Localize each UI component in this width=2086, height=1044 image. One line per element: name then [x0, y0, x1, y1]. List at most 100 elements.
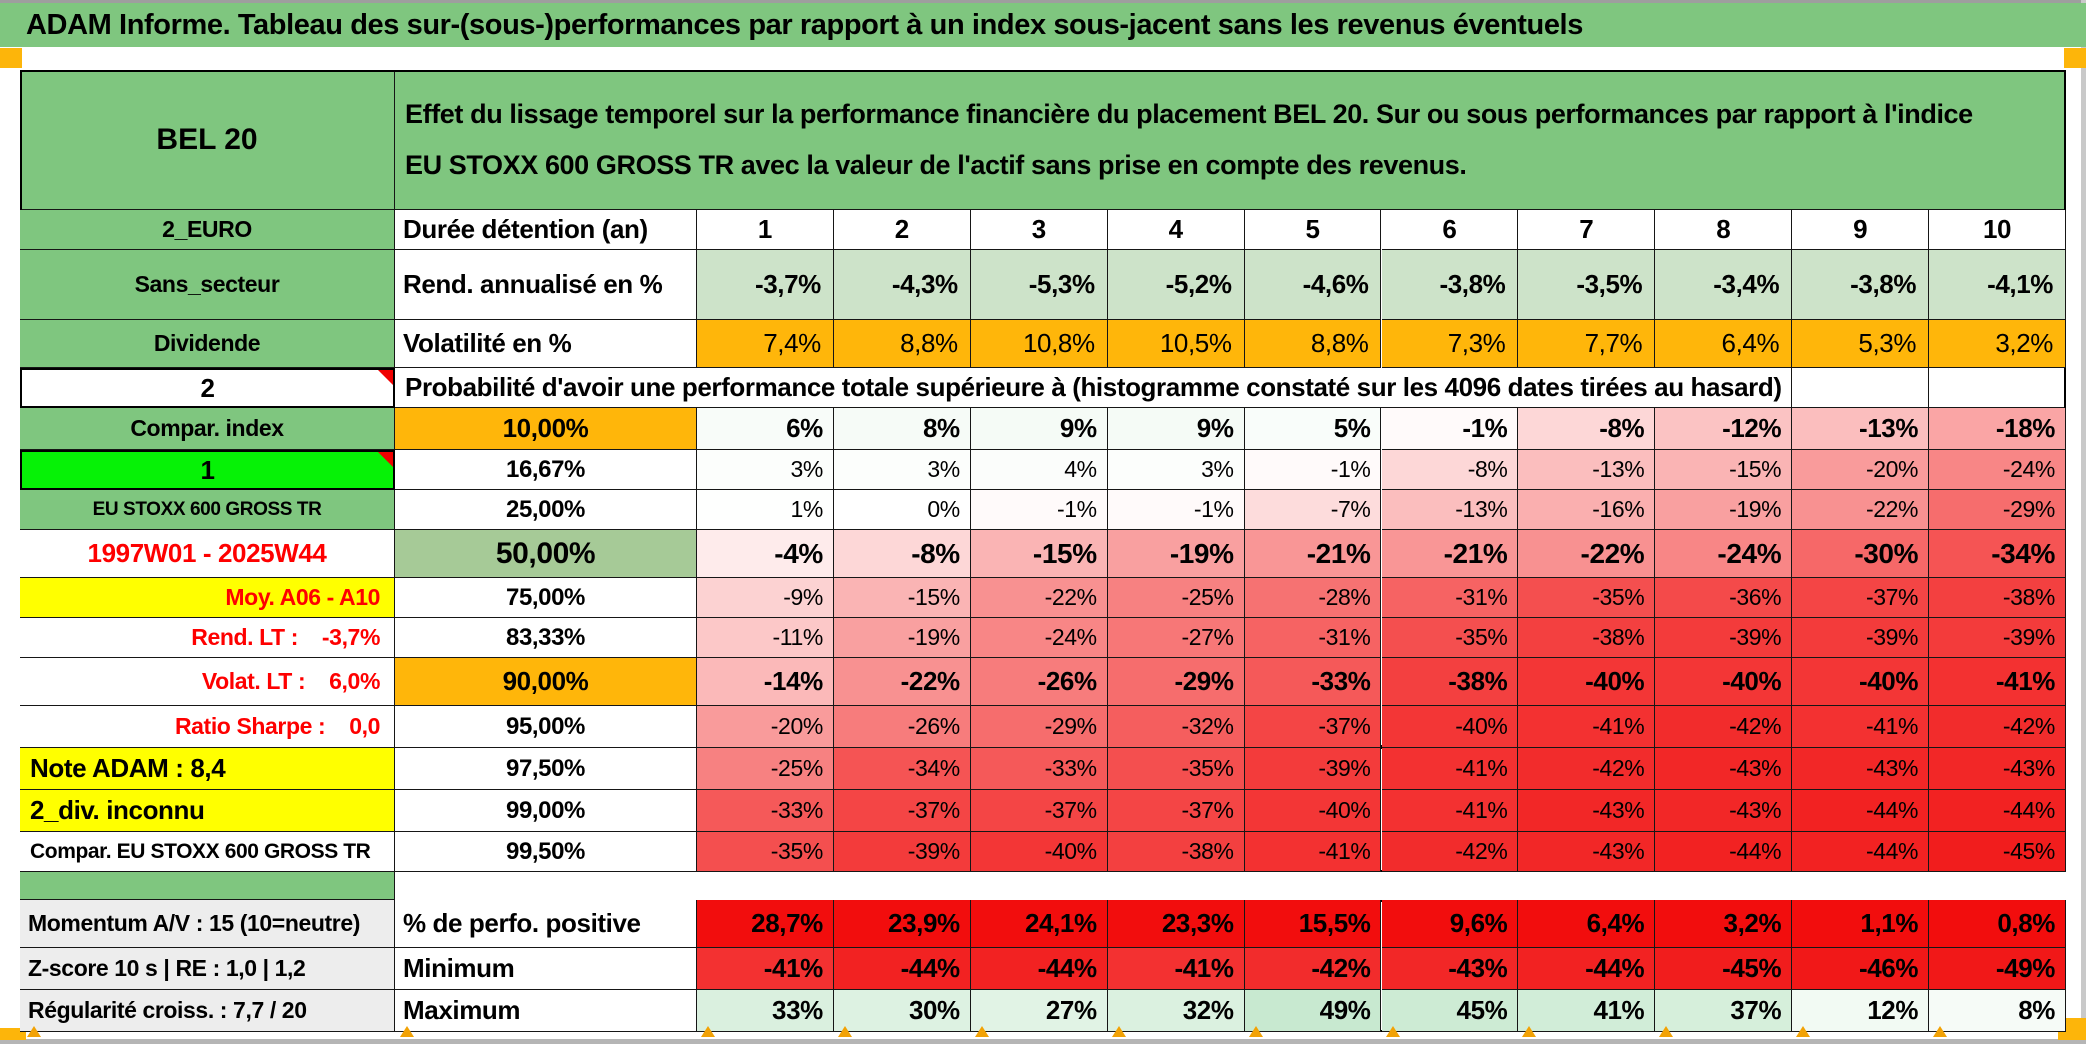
prob-cell-83-33-c1[interactable]: -11%: [697, 618, 834, 658]
stat-label-volatilit-en[interactable]: Volatilité en %: [395, 320, 697, 368]
prob-cell-10-00-c6[interactable]: -1%: [1381, 408, 1519, 450]
prob-cell-10-00-c1[interactable]: 6%: [697, 408, 834, 450]
prob-cell-75-00-c1[interactable]: -9%: [697, 578, 834, 618]
prob-label-97-50[interactable]: 97,50%: [395, 748, 697, 790]
stat-cell-rend-annualis-en-1[interactable]: -3,7%: [697, 250, 834, 320]
prob-cell-99-00-c3[interactable]: -37%: [970, 790, 1108, 832]
asset-name-cell[interactable]: BEL 20: [20, 70, 395, 210]
metric-cell-maximum-c3[interactable]: 27%: [970, 990, 1108, 1032]
metric-label-maximum[interactable]: Maximum: [395, 990, 697, 1032]
prob-cell-75-00-c5[interactable]: -28%: [1244, 578, 1382, 618]
prob-cell-10-00-c8[interactable]: -12%: [1655, 408, 1793, 450]
prob-cell-99-50-c4[interactable]: -38%: [1107, 832, 1245, 872]
prob-cell-25-00-c7[interactable]: -16%: [1518, 490, 1656, 530]
prob-cell-95-00-c1[interactable]: -20%: [697, 706, 834, 748]
metric-cell-de-perfo-positive-c7[interactable]: 6,4%: [1518, 900, 1656, 948]
prob-cell-99-00-c10[interactable]: -44%: [1929, 790, 2066, 832]
prob-cell-99-50-c2[interactable]: -39%: [833, 832, 971, 872]
column-header-2[interactable]: 2: [833, 210, 971, 250]
prob-cell-50-00-c3[interactable]: -15%: [970, 530, 1108, 578]
prob-label-95-00[interactable]: 95,00%: [395, 706, 697, 748]
prob-cell-97-50-c10[interactable]: -43%: [1929, 748, 2066, 790]
prob-cell-99-00-c1[interactable]: -33%: [697, 790, 834, 832]
prob-cell-25-00-c8[interactable]: -19%: [1655, 490, 1793, 530]
prob-cell-83-33-c2[interactable]: -19%: [833, 618, 971, 658]
prob-cell-95-00-c9[interactable]: -41%: [1792, 706, 1930, 748]
stat-cell-rend-annualis-en-7[interactable]: -3,5%: [1518, 250, 1656, 320]
prob-label-25-00[interactable]: 25,00%: [395, 490, 697, 530]
column-header-1[interactable]: 1: [697, 210, 834, 250]
bottom-label-z-score-10-s-re-1-0-1-2[interactable]: Z-score 10 s | RE : 1,0 | 1,2: [20, 948, 395, 990]
prob-cell-95-00-c10[interactable]: -42%: [1929, 706, 2066, 748]
prob-cell-99-50-c5[interactable]: -41%: [1244, 832, 1382, 872]
stat-cell-volatilit-en-3[interactable]: 10,8%: [970, 320, 1108, 368]
prob-cell-83-33-c7[interactable]: -38%: [1518, 618, 1656, 658]
prob-cell-25-00-c10[interactable]: -29%: [1929, 490, 2066, 530]
prob-cell-50-00-c10[interactable]: -34%: [1929, 530, 2066, 578]
prob-label-10-00[interactable]: 10,00%: [395, 408, 697, 450]
prob-cell-97-50-c8[interactable]: -43%: [1655, 748, 1793, 790]
prob-cell-97-50-c1[interactable]: -25%: [697, 748, 834, 790]
stat-cell-volatilit-en-1[interactable]: 7,4%: [697, 320, 834, 368]
prob-cell-25-00-c4[interactable]: -1%: [1107, 490, 1245, 530]
prob-cell-95-00-c5[interactable]: -37%: [1244, 706, 1382, 748]
prob-cell-99-50-c3[interactable]: -40%: [970, 832, 1108, 872]
column-header-7[interactable]: 7: [1518, 210, 1656, 250]
metric-cell-de-perfo-positive-c4[interactable]: 23,3%: [1107, 900, 1245, 948]
sheet-title-cell[interactable]: ADAM Informe. Tableau des sur-(sous-)per…: [0, 3, 2086, 47]
bottom-label-r-gularit-croiss-7-7-20[interactable]: Régularité croiss. : 7,7 / 20: [20, 990, 395, 1032]
prob-cell-90-00-c2[interactable]: -22%: [833, 658, 971, 706]
metric-cell-de-perfo-positive-c5[interactable]: 15,5%: [1244, 900, 1382, 948]
prob-cell-10-00-c2[interactable]: 8%: [833, 408, 971, 450]
prob-label-75-00[interactable]: 75,00%: [395, 578, 697, 618]
prob-cell-95-00-c7[interactable]: -41%: [1518, 706, 1656, 748]
column-header-9[interactable]: 9: [1792, 210, 1930, 250]
prob-cell-97-50-c3[interactable]: -33%: [970, 748, 1108, 790]
metric-cell-de-perfo-positive-c9[interactable]: 1,1%: [1792, 900, 1930, 948]
row-label-moy-a06-a10[interactable]: Moy. A06 - A10: [20, 578, 395, 618]
stat-cell-rend-annualis-en-10[interactable]: -4,1%: [1929, 250, 2066, 320]
prob-cell-25-00-c3[interactable]: -1%: [970, 490, 1108, 530]
prob-cell-50-00-c5[interactable]: -21%: [1244, 530, 1382, 578]
banner-empty-cell-10[interactable]: [1929, 368, 2066, 408]
prob-cell-16-67-c7[interactable]: -13%: [1518, 450, 1656, 490]
row-label-sans-secteur[interactable]: Sans_secteur: [20, 250, 395, 320]
row-label-dividende[interactable]: Dividende: [20, 320, 395, 368]
prob-cell-75-00-c2[interactable]: -15%: [833, 578, 971, 618]
prob-cell-16-67-c4[interactable]: 3%: [1107, 450, 1245, 490]
column-header-5[interactable]: 5: [1244, 210, 1382, 250]
prob-cell-83-33-c3[interactable]: -24%: [970, 618, 1108, 658]
prob-cell-25-00-c1[interactable]: 1%: [697, 490, 834, 530]
prob-cell-50-00-c4[interactable]: -19%: [1107, 530, 1245, 578]
metric-cell-minimum-c6[interactable]: -43%: [1381, 948, 1519, 990]
row-label-volat-lt-6-0[interactable]: Volat. LT : 6,0%: [20, 658, 395, 706]
prob-cell-16-67-c6[interactable]: -8%: [1381, 450, 1519, 490]
prob-cell-99-00-c6[interactable]: -41%: [1381, 790, 1519, 832]
prob-cell-83-33-c5[interactable]: -31%: [1244, 618, 1382, 658]
row-label-eu-stoxx-600-gross-tr[interactable]: EU STOXX 600 GROSS TR: [20, 490, 395, 530]
row-label-2-div-inconnu[interactable]: 2_div. inconnu: [20, 790, 395, 832]
prob-cell-25-00-c9[interactable]: -22%: [1792, 490, 1930, 530]
prob-label-83-33[interactable]: 83,33%: [395, 618, 697, 658]
metric-cell-de-perfo-positive-c3[interactable]: 24,1%: [970, 900, 1108, 948]
stat-cell-volatilit-en-7[interactable]: 7,7%: [1518, 320, 1656, 368]
stat-cell-rend-annualis-en-3[interactable]: -5,3%: [970, 250, 1108, 320]
prob-cell-10-00-c10[interactable]: -18%: [1929, 408, 2066, 450]
metric-cell-minimum-c4[interactable]: -41%: [1107, 948, 1245, 990]
prob-cell-10-00-c4[interactable]: 9%: [1107, 408, 1245, 450]
prob-cell-99-00-c7[interactable]: -43%: [1518, 790, 1656, 832]
stat-cell-volatilit-en-6[interactable]: 7,3%: [1381, 320, 1519, 368]
prob-cell-95-00-c3[interactable]: -29%: [970, 706, 1108, 748]
row-label-note-adam-8-4[interactable]: Note ADAM : 8,4: [20, 748, 395, 790]
prob-cell-90-00-c7[interactable]: -40%: [1518, 658, 1656, 706]
prob-cell-99-00-c5[interactable]: -40%: [1244, 790, 1382, 832]
prob-cell-16-67-c3[interactable]: 4%: [970, 450, 1108, 490]
prob-cell-95-00-c4[interactable]: -32%: [1107, 706, 1245, 748]
row-label-rend-lt-3-7[interactable]: Rend. LT : -3,7%: [20, 618, 395, 658]
prob-cell-99-00-c4[interactable]: -37%: [1107, 790, 1245, 832]
stat-cell-volatilit-en-2[interactable]: 8,8%: [833, 320, 971, 368]
prob-cell-99-00-c2[interactable]: -37%: [833, 790, 971, 832]
metric-cell-maximum-c10[interactable]: 8%: [1929, 990, 2066, 1032]
prob-cell-90-00-c5[interactable]: -33%: [1244, 658, 1382, 706]
prob-cell-83-33-c4[interactable]: -27%: [1107, 618, 1245, 658]
